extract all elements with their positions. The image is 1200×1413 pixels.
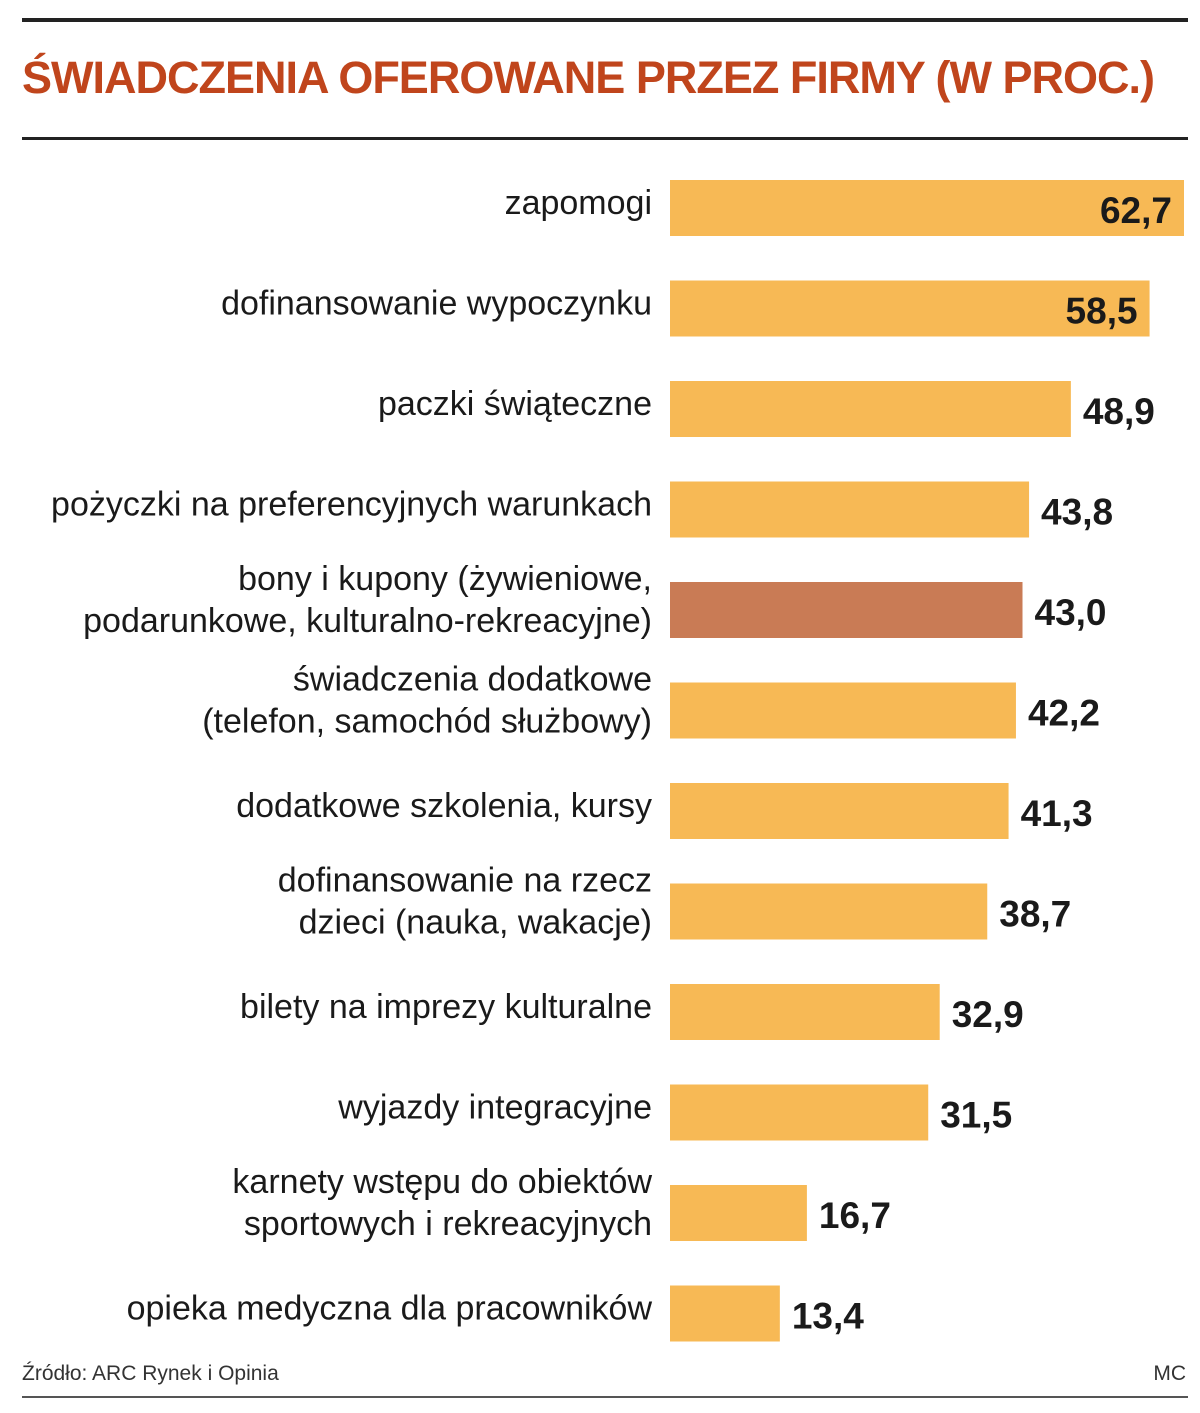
bar-5 (670, 582, 1023, 638)
category-label-line: świadczenia dodatkowe (293, 661, 652, 699)
bar-12 (670, 1285, 780, 1342)
bar-2 (670, 280, 1150, 337)
category-label-line: dofinansowanie na rzecz (278, 862, 652, 900)
bar-8 (670, 883, 988, 940)
category-label-12: opieka medyczna dla pracowników (127, 1290, 653, 1328)
category-label-line: karnety wstępu do obiektów (232, 1163, 652, 1201)
category-label-line: podarunkowe, kulturalno-rekreacyjne) (83, 602, 652, 640)
chart-title: ŚWIADCZENIA OFEROWANE PRZEZ FIRMY (W PRO… (22, 52, 1155, 103)
category-label-line: pożyczki na preferencyjnych warunkach (51, 486, 652, 524)
category-label-line: dzieci (nauka, wakacje) (299, 904, 652, 942)
category-label-8: dofinansowanie na rzecz dzieci (nauka, wa… (278, 862, 652, 942)
category-label-line: bony i kupony (żywieniowe, (238, 560, 652, 598)
category-label-4: pożyczki na preferencyjnych warunkach (51, 486, 652, 524)
category-label-10: wyjazdy integracyjne (337, 1089, 652, 1127)
value-label-4: 43,8 (1041, 492, 1113, 533)
category-label-6: świadczenia dodatkowe (telefon, samochód … (202, 661, 652, 741)
top-rule (22, 18, 1188, 22)
bar-7 (670, 783, 1009, 839)
value-label-8: 38,7 (999, 894, 1071, 935)
value-label-5: 43,0 (1035, 592, 1107, 633)
category-label-line: opieka medyczna dla pracowników (127, 1290, 653, 1328)
value-label-10: 31,5 (940, 1095, 1012, 1136)
category-label-line: zapomogi (505, 184, 652, 222)
category-label-2: dofinansowanie wypoczynku (221, 285, 652, 323)
category-label-5: bony i kupony (żywieniowe, podarunkowe, k… (83, 560, 652, 640)
value-label-11: 16,7 (819, 1195, 891, 1236)
category-label-line: sportowych i rekreacyjnych (244, 1205, 652, 1243)
value-label-3: 48,9 (1083, 391, 1155, 432)
bar-9 (670, 984, 940, 1040)
bar-4 (670, 481, 1030, 538)
category-label-line: (telefon, samochód służbowy) (202, 703, 652, 741)
category-label-line: dofinansowanie wypoczynku (221, 285, 652, 323)
value-label-12: 13,4 (792, 1296, 864, 1337)
bar-3 (670, 381, 1071, 437)
category-label-3: paczki świąteczne (378, 385, 652, 423)
bar-6 (670, 682, 1016, 739)
bar-11 (670, 1185, 807, 1241)
category-label-line: wyjazdy integracyjne (337, 1089, 652, 1127)
source-note: Źródło: ARC Rynek i Opinia (22, 1362, 279, 1385)
category-label-line: paczki świąteczne (378, 385, 652, 423)
bar-1 (670, 180, 1184, 236)
category-label-9: bilety na imprezy kulturalne (240, 988, 652, 1026)
category-label-line: bilety na imprezy kulturalne (240, 988, 652, 1026)
value-label-6: 42,2 (1028, 693, 1100, 734)
value-label-7: 41,3 (1021, 793, 1093, 834)
bottom-rule (22, 1396, 1188, 1398)
value-label-1: 62,7 (1100, 190, 1172, 231)
bar-chart: 62,7 zapomogi 58,5 dofinansowanie wypoczynk… (51, 180, 1184, 1342)
title-rule (22, 137, 1188, 140)
value-label-9: 32,9 (952, 994, 1024, 1035)
category-label-line: dodatkowe szkolenia, kursy (236, 787, 652, 825)
category-label-1: zapomogi (505, 184, 652, 222)
category-label-11: karnety wstępu do obiektów sportowych i r… (232, 1163, 652, 1243)
bar-10 (670, 1084, 929, 1141)
author-credit: MC (1153, 1362, 1186, 1385)
category-label-7: dodatkowe szkolenia, kursy (236, 787, 652, 825)
value-label-2: 58,5 (1066, 291, 1138, 332)
